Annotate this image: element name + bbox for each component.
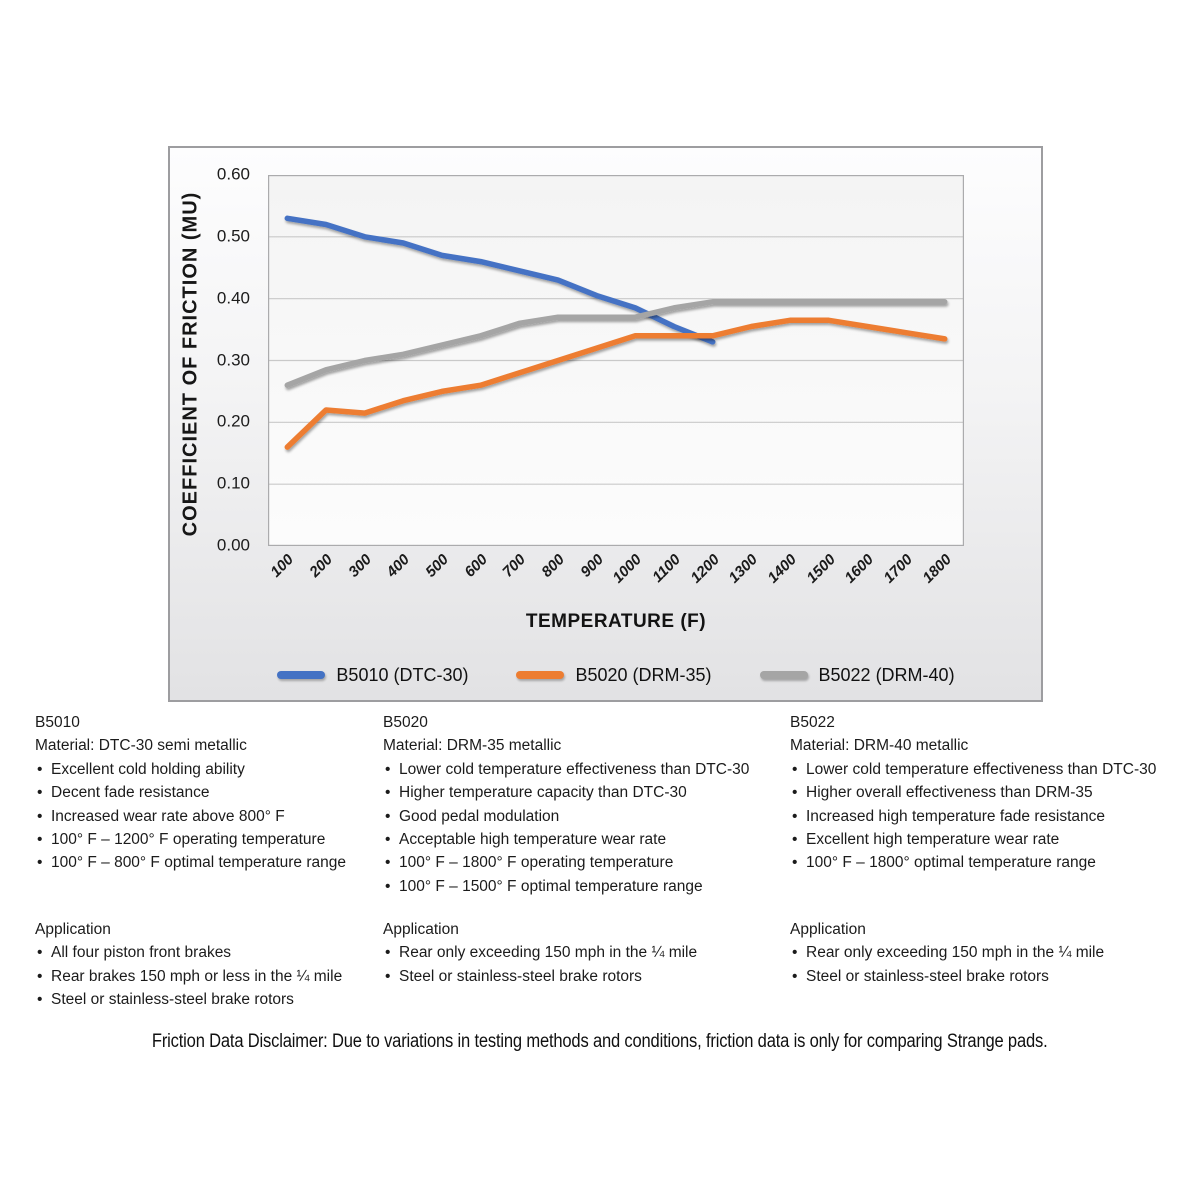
feature-item: Increased high temperature fade resistan… [790,805,1192,829]
y-tick-label: 0.60 [216,164,250,184]
x-tick-label: 700 [499,551,530,581]
x-tick-label: 300 [344,551,375,581]
y-tick-label: 0.40 [216,288,250,308]
y-tick-labels: 0.00 0.10 0.20 0.30 0.40 0.50 0.60 [170,165,250,555]
application-item: Rear brakes 150 mph or less in the ¼ mil… [35,965,380,989]
x-tick-label: 1200 [687,551,723,587]
feature-item: Good pedal modulation [383,805,793,829]
spec-column-b5022: B5022 Material: DRM-40 metallic Lower co… [790,711,1192,875]
feature-list: Lower cold temperature effectiveness tha… [383,758,793,899]
plot-border [268,175,964,546]
x-tick-label: 900 [576,551,607,581]
feature-item: 100° F – 800° F optimal temperature rang… [35,851,380,875]
series-line-b5010 [284,215,716,345]
legend-item-b5022: B5022 (DRM-40) [759,664,955,686]
legend-label: B5020 (DRM-35) [575,664,712,685]
application-item: Steel or stainless-steel brake rotors [790,965,1192,989]
application-list: Rear only exceeding 150 mph in the ¼ mil… [383,941,793,988]
application-item: Steel or stainless-steel brake rotors [383,965,793,989]
y-tick-label: 0.20 [216,411,250,431]
feature-item: 100° F – 1800° F operating temperature [383,851,793,875]
spec-column-b5020: B5020 Material: DRM-35 metallic Lower co… [383,711,793,899]
legend-label: B5022 (DRM-40) [818,664,955,685]
series-line-b5022 [284,299,948,388]
feature-item: Decent fade resistance [35,781,380,805]
application-item: Steel or stainless-steel brake rotors [35,988,380,1012]
x-tick-label: 100 [267,551,298,581]
application-title: Application [790,921,866,938]
application-item: Rear only exceeding 150 mph in the ¼ mil… [383,941,793,965]
feature-item: Lower cold temperature effectiveness tha… [383,758,793,782]
x-tick-label: 400 [383,551,414,581]
application-list: All four piston front brakesRear brakes … [35,941,380,1012]
pad-material: Material: DTC-30 semi metallic [35,737,247,755]
legend-swatch [759,671,808,679]
x-tick-label: 1300 [725,551,762,587]
x-tick-label: 1500 [803,551,839,587]
chart-panel: COEFFICIENT OF FRICTION (MU) 0.00 0.10 0.2… [168,146,1043,702]
pad-material: Material: DRM-35 metallic [383,737,562,755]
feature-item: 100° F – 1800° optimal temperature range [790,851,1192,875]
feature-item: 100° F – 1200° F operating temperature [35,828,380,852]
application-title: Application [383,921,459,938]
x-tick-label: 1100 [649,551,685,586]
feature-item: Excellent cold holding ability [35,758,380,782]
application-title: Application [35,921,111,938]
application-list: Rear only exceeding 150 mph in the ¼ mil… [790,941,1192,988]
pad-model-heading: B5020 [383,714,428,731]
disclaimer-line: Friction Data Disclaimer: Due to variati… [0,1031,1200,1053]
plot-area [268,175,964,546]
y-tick-label: 0.10 [216,473,250,493]
series-line-b5020 [284,317,948,450]
x-tick-label: 600 [460,551,491,581]
feature-item: Higher overall effectiveness than DRM-35 [790,781,1192,805]
pad-model-heading: B5022 [790,714,835,731]
feature-item: Higher temperature capacity than DTC-30 [383,781,793,805]
application-item: All four piston front brakes [35,941,380,965]
disclaimer-text: Friction Data Disclaimer: Due to variati… [152,1031,1048,1052]
x-tick-label: 200 [306,551,337,581]
pad-model-heading: B5010 [35,714,80,731]
feature-list: Lower cold temperature effectiveness tha… [790,758,1192,875]
x-axis-title: TEMPERATURE (F) [525,611,707,632]
x-tick-label: 1400 [764,551,801,587]
y-tick-label: 0.30 [216,350,250,370]
legend-item-b5010: B5010 (DTC-30) [277,665,468,686]
x-tick-label: 1800 [919,551,955,587]
application-item: Rear only exceeding 150 mph in the ¼ mil… [790,941,1192,965]
feature-item: Increased wear rate above 800° F [35,805,380,829]
x-tick-label: 1000 [609,551,646,587]
chart-legend: B5010 (DTC-30) B5020 (DRM-35) B5022 (DRM-4… [268,662,964,688]
x-tick-label: 1600 [841,551,878,587]
application-column-b5022: Application Rear only exceeding 150 mph … [790,918,1192,989]
application-column-b5010: Application All four piston front brakes… [35,918,380,1012]
x-tick-label: 500 [422,551,453,581]
feature-item: 100° F – 1500° F optimal temperature ran… [383,875,793,899]
feature-item: Excellent high temperature wear rate [790,828,1192,852]
feature-item: Lower cold temperature effectiveness tha… [790,758,1192,782]
legend-label: B5010 (DTC-30) [336,664,469,685]
feature-list: Excellent cold holding abilityDecent fad… [35,758,380,875]
friction-line-chart [268,175,964,546]
y-tick-label: 0.00 [216,535,250,555]
x-tick-label: 800 [538,551,569,581]
legend-swatch [516,671,565,679]
legend-item-b5020: B5020 (DRM-35) [516,664,712,686]
application-column-b5020: Application Rear only exceeding 150 mph … [383,918,793,989]
feature-item: Acceptable high temperature wear rate [383,828,793,852]
spec-column-b5010: B5010 Material: DTC-30 semi metallic Exc… [35,711,380,875]
pad-material: Material: DRM-40 metallic [790,737,969,755]
y-tick-label: 0.50 [216,226,250,246]
x-tick-label: 1700 [880,551,917,587]
legend-swatch [277,671,326,679]
